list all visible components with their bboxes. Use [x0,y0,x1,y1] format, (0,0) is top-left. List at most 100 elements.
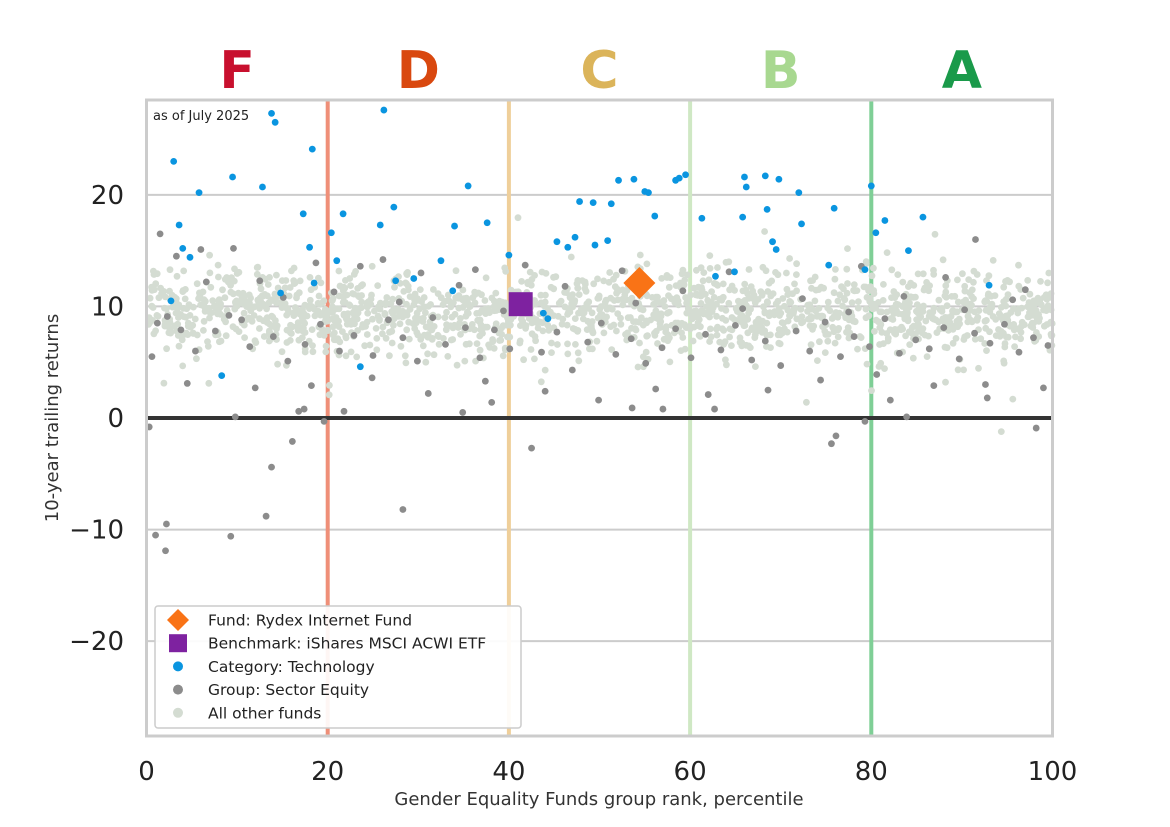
other-fund-point [992,316,1000,323]
other-fund-point [344,317,352,324]
technology-point [772,246,780,253]
other-fund-point [325,391,333,399]
sector-equity-point [476,354,484,362]
technology-point [544,315,552,323]
other-fund-point [1026,290,1034,298]
other-fund-point [714,264,721,271]
other-fund-point [552,273,560,281]
other-fund-point [185,303,193,310]
other-fund-point [231,265,238,273]
other-fund-point [1002,295,1010,303]
other-fund-point [1029,324,1037,331]
other-fund-point [205,379,213,387]
sector-equity-point [225,311,233,319]
other-fund-point [476,316,484,324]
other-fund-point [346,302,354,309]
sector-equity-point [866,343,873,350]
x-tick-label: 20 [311,757,344,787]
other-fund-point [1037,278,1044,285]
other-fund-point [157,284,165,292]
other-fund-point [606,304,614,312]
sector-equity-point [202,278,210,286]
technology-point [339,210,347,218]
technology-point [905,247,912,255]
other-fund-point [862,305,870,313]
other-fund-point [811,297,819,305]
other-fund-point [216,303,224,311]
other-fund-point [261,291,269,298]
other-fund-point [793,315,801,323]
other-fund-point [706,313,713,321]
other-fund-point [741,280,749,288]
sector-equity-point [369,352,377,359]
legend-box [154,605,522,729]
other-fund-point [594,314,602,322]
other-fund-point [320,297,328,305]
technology-point [195,189,203,197]
benchmark-marker [508,292,533,317]
other-fund-point [466,303,474,310]
other-fund-point [865,287,872,295]
other-fund-point [528,276,536,283]
other-fund-point [371,307,378,315]
other-fund-point [820,284,827,292]
other-fund-point [155,294,163,302]
x-tick-label: 40 [492,757,525,787]
other-fund-point [274,284,282,292]
other-fund-point [614,296,622,304]
other-fund-point [581,285,589,292]
other-fund-point [426,324,433,332]
other-fund-point [608,346,616,353]
technology-point [271,118,279,126]
other-fund-point [214,261,222,269]
other-fund-point [673,294,681,301]
other-fund-point [706,265,714,272]
other-fund-point [830,289,838,297]
other-fund-point [750,291,758,299]
sector-equity-point [269,333,277,340]
other-fund-point [619,301,627,309]
other-fund-point [943,302,951,310]
other-fund-point [375,303,382,311]
technology-point [277,289,284,297]
technology-point [712,272,719,280]
other-fund-point [389,295,397,303]
other-fund-point [163,345,171,353]
other-fund-point [320,332,328,339]
other-fund-point [657,310,665,318]
other-fund-point [490,345,498,352]
sector-equity-point [584,338,592,346]
other-fund-point [913,301,921,308]
other-fund-point [241,334,249,341]
other-fund-point [328,315,336,323]
other-fund-point [264,281,272,288]
other-fund-point [838,283,845,290]
other-fund-point [920,302,927,310]
other-fund-point [437,294,445,302]
other-fund-point [809,277,816,284]
other-fund-point [202,297,209,305]
other-fund-point [544,321,552,329]
other-fund-point [1002,302,1010,310]
other-fund-point [877,321,885,328]
legend-label: Group: Sector Equity [208,681,369,699]
sector-equity-point [817,376,824,384]
other-fund-point [589,328,596,336]
other-fund-point [482,274,490,282]
other-fund-point [786,299,794,306]
other-fund-point [931,230,939,238]
other-fund-point [822,331,830,338]
sector-equity-point [955,355,963,363]
technology-point [739,213,747,221]
other-fund-point [440,335,447,342]
other-fund-point [383,294,391,301]
sector-equity-point [528,444,535,452]
sector-equity-point [442,340,449,348]
other-fund-point [683,271,691,279]
other-fund-point [422,358,430,366]
other-fund-point [745,342,753,350]
other-fund-point [564,340,571,348]
technology-point [553,238,561,246]
other-fund-point [960,366,967,374]
other-fund-point [942,378,949,386]
